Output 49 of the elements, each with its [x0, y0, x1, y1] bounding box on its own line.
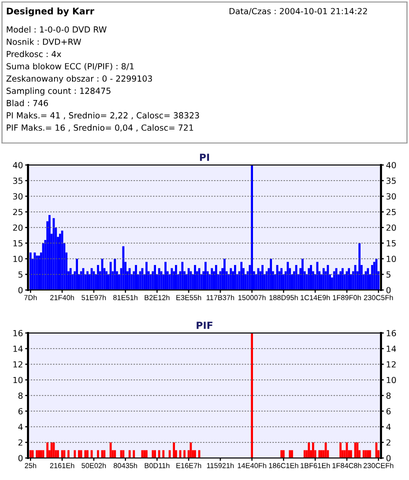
y2-tick-label: 40 [386, 162, 396, 168]
chart-title: PIF [196, 322, 212, 329]
y-tick-label: 40 [12, 162, 23, 168]
y2-tick-label: 6 [386, 408, 391, 414]
y-tick-label: 10 [13, 256, 23, 262]
y2-tick-label: 0 [386, 286, 391, 294]
y-tick-label: 5 [18, 271, 22, 278]
y-tick-label: 12 [13, 361, 22, 368]
y2-tick-label: 0 [386, 454, 391, 462]
text: Sampling count : 128475 [6, 88, 110, 96]
text: PIF Maks.= 16 , Srednio= 0,04 , Calosc= 721 [6, 124, 194, 132]
y-tick-label: 30 [13, 193, 23, 200]
y-tick-label: 6 [18, 408, 23, 414]
y-tick-label: 14 [13, 346, 23, 352]
text: Designed by Karr [6, 7, 94, 16]
y2-tick-label: 10 [386, 256, 396, 262]
text: Data/Czas : 2004-10-01 21:14:22 [230, 8, 367, 15]
y2-tick-label: 20 [386, 224, 396, 231]
y-tick-label: 25 [13, 208, 22, 216]
text: PI Maks.= 41 , Srednio= 2,22 , Calosc= 38323 [6, 112, 199, 120]
y-tick-label: 2 [18, 439, 22, 446]
y2-tick-label: 14 [386, 346, 396, 352]
y-tick-label: 15 [13, 240, 22, 246]
y2-tick-label: 2 [386, 439, 390, 446]
y2-tick-label: 35 [386, 178, 396, 184]
y-tick-label: 35 [13, 178, 22, 184]
text: Blad : 746 [6, 100, 48, 106]
y2-tick-label: 16 [386, 330, 396, 336]
y2-tick-label: 15 [386, 240, 396, 246]
y-tick-label: 10 [13, 376, 23, 384]
y2-tick-label: 12 [386, 361, 396, 368]
y2-tick-label: 30 [386, 193, 396, 200]
y-tick-label: 16 [13, 330, 23, 336]
y-tick-label: 8 [18, 392, 23, 399]
text: Model : 1-0-0-0 DVD RW [6, 26, 107, 33]
y-tick-label: 0 [18, 286, 23, 294]
chart-title: PI [200, 154, 209, 161]
y-tick-label: 0 [18, 454, 23, 462]
y-tick-label: 20 [13, 224, 23, 231]
y2-tick-label: 4 [386, 424, 391, 430]
y2-tick-label: 5 [386, 271, 390, 278]
y2-tick-label: 8 [386, 392, 391, 399]
text: Predkosc : 4x [6, 50, 62, 58]
text: Nosnik : DVD+RW [6, 38, 82, 45]
y2-tick-label: 10 [386, 376, 396, 384]
text: Suma blokow ECC (PI/PIF) : 8/1 [6, 62, 134, 70]
y-tick-label: 4 [18, 424, 23, 430]
y2-tick-label: 25 [386, 208, 396, 216]
text: Zeskanowany obszar : 0 - 2299103 [6, 75, 152, 84]
